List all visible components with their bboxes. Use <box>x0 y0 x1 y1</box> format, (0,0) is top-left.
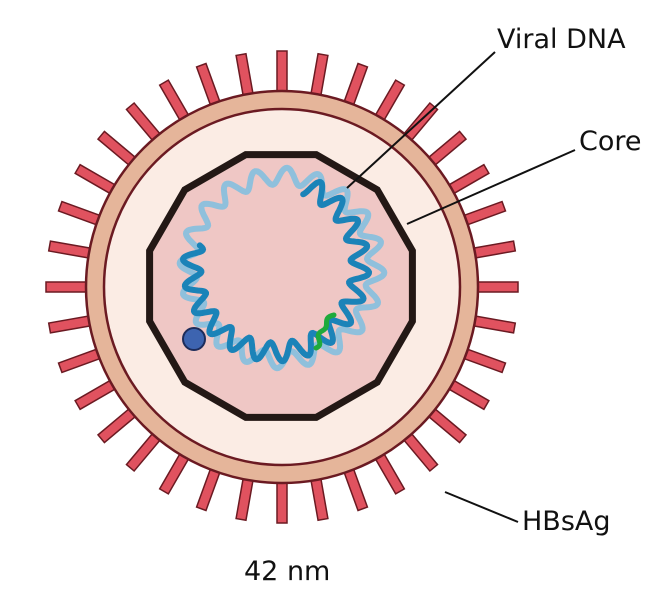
leader-line-hbsag <box>444 491 519 523</box>
viral-dna-strand-dark <box>179 178 373 365</box>
label-viral-dna: Viral DNA <box>497 24 626 55</box>
viral-dna-strand-light <box>176 164 388 372</box>
label-core: Core <box>579 126 642 157</box>
label-hbsag: HBsAg <box>522 506 611 537</box>
label-size: 42 nm <box>244 556 331 587</box>
leader-line-viral-dna <box>346 51 496 189</box>
leader-line-core <box>406 149 576 225</box>
dna-polymerase <box>182 327 206 351</box>
leader-lines <box>346 51 576 523</box>
viral-dna-primer-segment <box>313 312 337 351</box>
